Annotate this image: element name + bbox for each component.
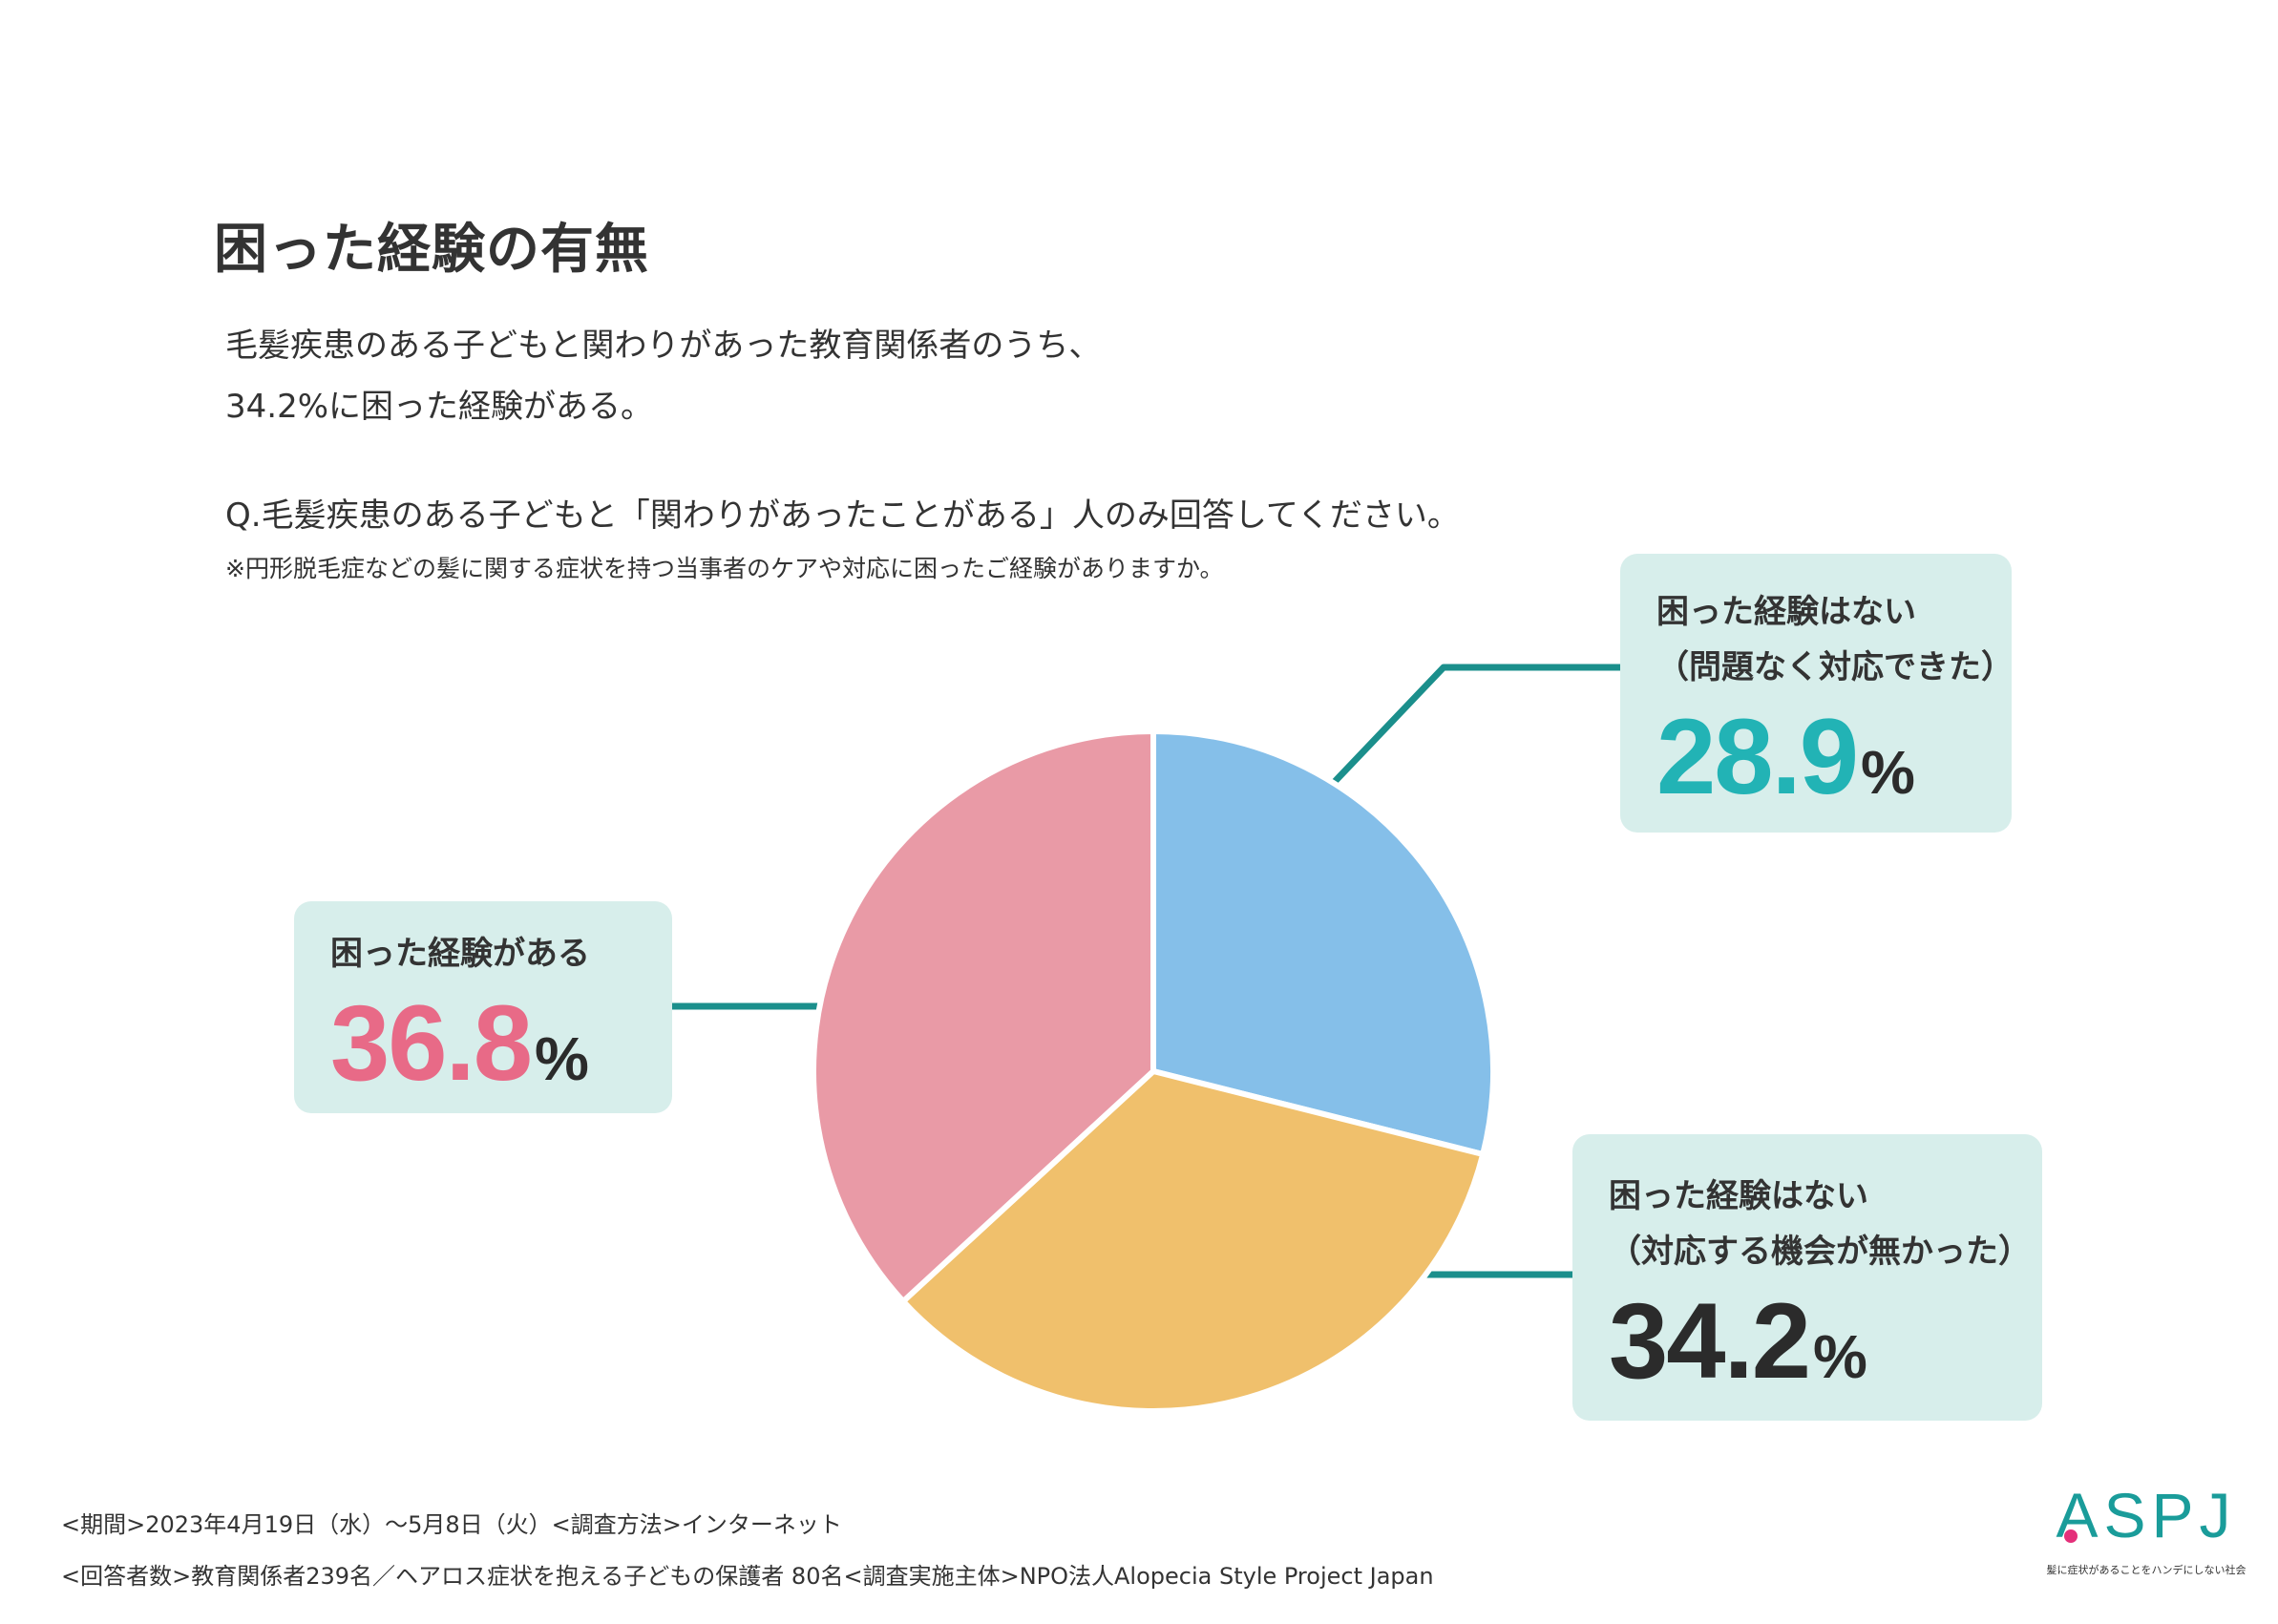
pie-slices [810,728,1496,1414]
percent-unit: % [534,1024,589,1093]
callout-value: 28.9 [1656,697,1859,816]
callout-value: 34.2 [1609,1281,1811,1401]
callout-percentage: 36.8% [330,990,636,1097]
logo-mark: ASPJ [2041,1482,2251,1549]
summary-line-2: 34.2%に困った経験がある。 [225,388,654,426]
callout-label-line-2: （問題なく対応できた） [1656,648,2014,686]
callout-label-line-1: 困った経験はない [1609,1177,1868,1215]
survey-note: ※円形脱毛症などの髪に関する症状を持つ当事者のケアや対応に困ったご経験があります… [225,555,1224,582]
percent-unit: % [1812,1322,1867,1391]
logo-tagline: 髪に症状があることをハンデにしない社会 [2046,1564,2246,1576]
callout-label-line-1: 困った経験がある [330,935,590,973]
survey-question: Q.毛髪疾患のある子どもと「関わりがあったことがある」人のみ回答してください。 [225,496,1460,535]
callout-had-difficulty: 困った経験がある 36.8% [294,901,672,1113]
summary-line-1: 毛髪疾患のある子どもと関わりがあった教育関係者のうち、 [225,327,1102,365]
callout-no-opportunity: 困った経験はない （対応する機会が無かった） 34.2% [1572,1134,2042,1421]
logo-text: ASPJ [2056,1480,2237,1550]
callout-label-line-1: 困った経験はない [1656,593,1916,631]
page-title: 困った経験の有無 [214,219,649,281]
percent-unit: % [1860,738,1915,807]
pie-slice-no-opportunity [900,1068,1487,1414]
footer-survey-info: <期間>2023年4月19日（水）〜5月8日（火）<調査方法>インターネット <… [61,1499,1434,1602]
callout-no-difficulty-handled: 困った経験はない （問題なく対応できた） 28.9% [1620,554,2014,833]
pie-slice-no-difficulty-handled [1150,728,1496,1157]
callout-percentage: 34.2% [1609,1288,2006,1395]
callout-value: 36.8 [330,983,533,1103]
aspj-logo: ASPJ 髪に症状があることをハンデにしない社会 [2041,1482,2251,1577]
leader-line-no-difficulty-handled [1286,664,1624,833]
logo-dot-icon [2064,1529,2078,1543]
callout-label-line-2: （対応する機会が無かった） [1609,1233,2031,1271]
summary-text: 毛髪疾患のある子どもと関わりがあった教育関係者のうち、 34.2%に困った経験が… [225,315,1101,437]
callout-percentage: 28.9% [1656,704,1975,811]
footer-line-1: <期間>2023年4月19日（水）〜5月8日（火）<調査方法>インターネット [61,1511,842,1538]
footer-line-2: <回答者数>教育関係者239名／ヘアロス症状を抱える子どもの保護者 80名<調査… [61,1563,1434,1590]
pie-slice-had-difficulty [810,728,1156,1305]
